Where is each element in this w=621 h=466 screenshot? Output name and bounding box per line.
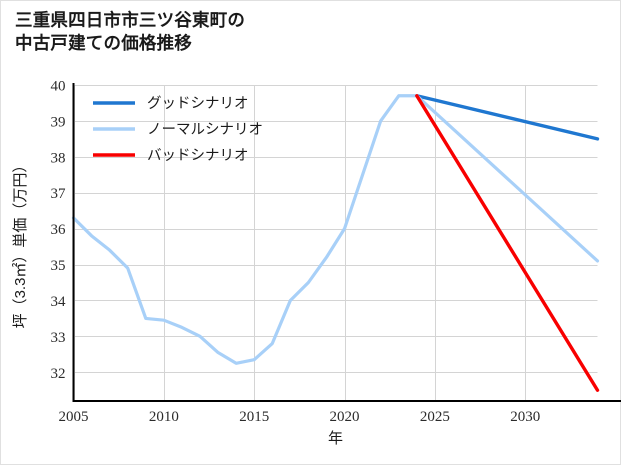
x-axis-label: 年 <box>328 430 343 447</box>
x-tick-label: 2015 <box>239 409 269 425</box>
series-line-good <box>417 96 598 139</box>
x-tick-label: 2030 <box>510 409 540 425</box>
y-tick-label: 33 <box>51 330 66 346</box>
x-tick-labels: 2005 2010 2015 2020 2025 2030 <box>59 409 541 425</box>
y-tick-label: 37 <box>51 186 67 202</box>
legend-label: グッドシナリオ <box>147 95 249 112</box>
series-line-bad <box>417 96 598 390</box>
y-tick-label: 40 <box>51 79 66 95</box>
y-tick-label: 39 <box>51 114 66 130</box>
series-group <box>74 96 598 390</box>
y-tick-label: 38 <box>51 150 66 166</box>
y-tick-label: 34 <box>51 294 67 310</box>
y-axis-label: 坪（3.3㎡）単価（万円） <box>12 158 29 329</box>
y-tick-labels: 32 33 34 35 36 37 38 39 40 <box>51 79 67 382</box>
legend-label: バッドシナリオ <box>147 148 249 164</box>
x-tick-label: 2025 <box>420 409 450 425</box>
y-tick-label: 35 <box>51 258 66 274</box>
x-tick-label: 2010 <box>149 409 179 425</box>
legend-label: ノーマルシナリオ <box>147 122 263 138</box>
x-tick-label: 2005 <box>59 409 89 425</box>
y-tick-label: 32 <box>51 366 66 382</box>
y-tick-label: 36 <box>51 222 67 238</box>
x-tick-label: 2020 <box>330 409 360 425</box>
